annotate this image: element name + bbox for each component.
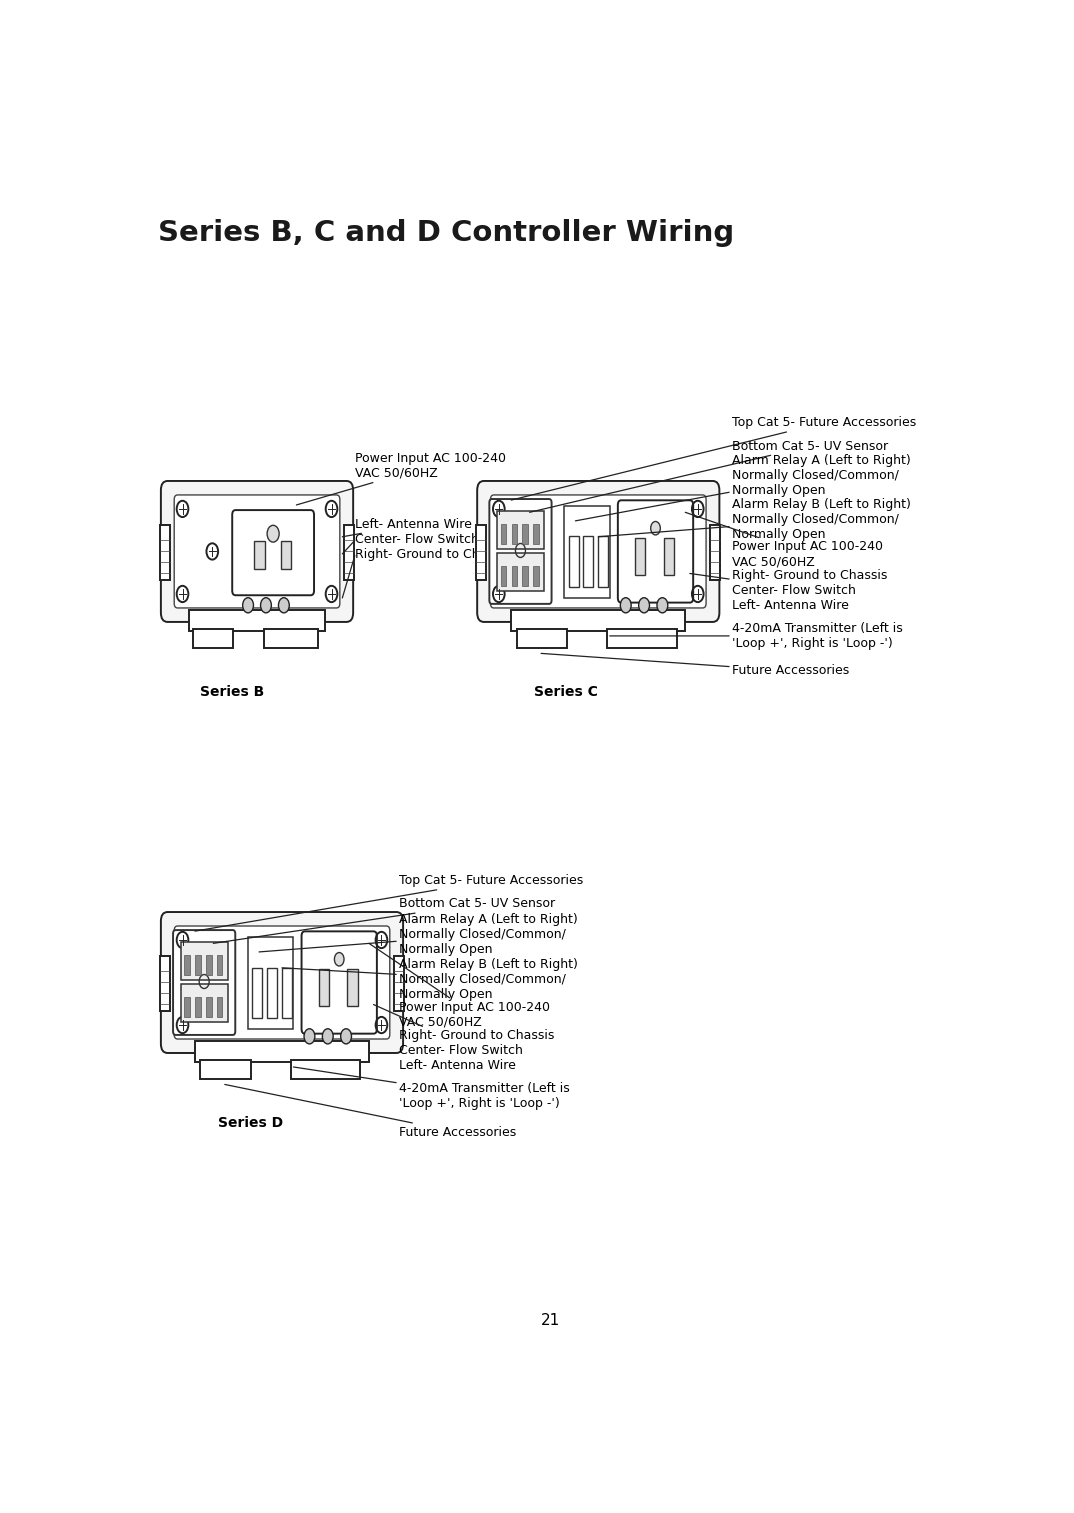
Bar: [517, 629, 567, 648]
Text: Power Input AC 100-240
VAC 50/60HZ: Power Input AC 100-240 VAC 50/60HZ: [369, 944, 550, 1029]
Bar: [319, 968, 329, 1006]
Text: 4-20mA Transmitter (Left is
'Loop +', Right is 'Loop -'): 4-20mA Transmitter (Left is 'Loop +', Ri…: [293, 1067, 569, 1111]
Bar: [664, 537, 674, 575]
Text: Center- Flow Switch: Center- Flow Switch: [354, 533, 479, 546]
Bar: [394, 956, 404, 1011]
Bar: [522, 523, 528, 545]
Bar: [217, 955, 222, 974]
Text: Power Input AC 100-240
VAC 50/60HZ: Power Input AC 100-240 VAC 50/60HZ: [296, 452, 506, 505]
Bar: [511, 566, 518, 586]
FancyBboxPatch shape: [174, 495, 339, 608]
Bar: [195, 1041, 369, 1062]
Text: Alarm Relay A (Left to Right)
Normally Closed/Common/
Normally Open: Alarm Relay A (Left to Right) Normally C…: [576, 454, 911, 520]
Bar: [500, 523, 506, 545]
Bar: [180, 985, 228, 1021]
Text: Bottom Cat 5- UV Sensor: Bottom Cat 5- UV Sensor: [529, 439, 888, 513]
Text: 21: 21: [541, 1313, 560, 1328]
Text: Series C: Series C: [534, 685, 598, 699]
Bar: [477, 525, 487, 579]
Circle shape: [322, 1029, 333, 1044]
Bar: [497, 511, 543, 549]
Bar: [160, 956, 170, 1011]
Bar: [206, 955, 212, 974]
Text: Future Accessories: Future Accessories: [224, 1085, 517, 1139]
Bar: [564, 507, 610, 598]
Circle shape: [334, 953, 344, 965]
Text: 4-20mA Transmitter (Left is
'Loop +', Right is 'Loop -'): 4-20mA Transmitter (Left is 'Loop +', Ri…: [610, 622, 902, 651]
Circle shape: [639, 598, 650, 613]
Text: Series B: Series B: [200, 685, 264, 699]
FancyBboxPatch shape: [491, 495, 706, 608]
Text: Right- Ground to Chassis: Right- Ground to Chassis: [354, 548, 510, 561]
FancyBboxPatch shape: [232, 510, 314, 595]
Bar: [533, 523, 539, 545]
Circle shape: [621, 598, 632, 613]
Circle shape: [261, 598, 272, 613]
Bar: [255, 540, 265, 569]
FancyBboxPatch shape: [477, 481, 720, 622]
Bar: [533, 566, 539, 586]
Bar: [344, 525, 354, 579]
Bar: [511, 610, 685, 631]
Bar: [583, 537, 593, 587]
FancyBboxPatch shape: [174, 926, 390, 1039]
Bar: [185, 955, 190, 974]
Bar: [568, 537, 579, 587]
Bar: [635, 537, 645, 575]
Bar: [710, 525, 721, 579]
Bar: [266, 967, 277, 1018]
Bar: [206, 997, 212, 1017]
Circle shape: [651, 522, 661, 536]
FancyBboxPatch shape: [490, 499, 552, 604]
Bar: [195, 955, 201, 974]
Bar: [248, 937, 293, 1029]
FancyBboxPatch shape: [302, 932, 377, 1033]
Text: Right- Ground to Chassis
Center- Flow Switch
Left- Antenna Wire: Right- Ground to Chassis Center- Flow Sw…: [374, 1005, 554, 1073]
Text: Power Input AC 100-240
VAC 50/60HZ: Power Input AC 100-240 VAC 50/60HZ: [685, 513, 883, 569]
Bar: [180, 943, 228, 979]
Bar: [500, 566, 506, 586]
Text: Left- Antenna Wire: Left- Antenna Wire: [343, 517, 471, 537]
Bar: [348, 968, 358, 1006]
Text: Future Accessories: Future Accessories: [541, 654, 850, 678]
FancyBboxPatch shape: [173, 930, 235, 1035]
Text: Top Cat 5- Future Accessories: Top Cat 5- Future Accessories: [511, 416, 916, 501]
Bar: [607, 629, 677, 648]
Text: Series D: Series D: [218, 1117, 284, 1130]
FancyBboxPatch shape: [161, 912, 403, 1053]
Circle shape: [340, 1029, 351, 1044]
Circle shape: [243, 598, 253, 613]
Circle shape: [278, 598, 289, 613]
Circle shape: [304, 1029, 315, 1044]
Bar: [497, 554, 543, 590]
Bar: [598, 537, 608, 587]
Bar: [252, 967, 262, 1018]
Bar: [200, 1061, 250, 1079]
Bar: [291, 1061, 360, 1079]
Text: Alarm Relay B (Left to Right)
Normally Closed/Common/
Normally Open: Alarm Relay B (Left to Right) Normally C…: [282, 958, 578, 1002]
Circle shape: [657, 598, 668, 613]
FancyBboxPatch shape: [618, 501, 693, 602]
Bar: [193, 629, 233, 648]
Text: Bottom Cat 5- UV Sensor: Bottom Cat 5- UV Sensor: [214, 897, 555, 944]
Bar: [160, 525, 170, 579]
Bar: [281, 967, 292, 1018]
Text: Alarm Relay B (Left to Right)
Normally Closed/Common/
Normally Open: Alarm Relay B (Left to Right) Normally C…: [598, 498, 911, 542]
Bar: [189, 610, 325, 631]
Text: Right- Ground to Chassis
Center- Flow Switch
Left- Antenna Wire: Right- Ground to Chassis Center- Flow Sw…: [690, 569, 887, 611]
Bar: [195, 997, 201, 1017]
Bar: [217, 997, 222, 1017]
Bar: [511, 523, 518, 545]
Text: Series B, C and D Controller Wiring: Series B, C and D Controller Wiring: [158, 219, 734, 247]
Bar: [522, 566, 528, 586]
Bar: [264, 629, 318, 648]
FancyBboxPatch shape: [161, 481, 353, 622]
Text: Alarm Relay A (Left to Right)
Normally Closed/Common/
Normally Open: Alarm Relay A (Left to Right) Normally C…: [259, 912, 578, 956]
Text: Top Cat 5- Future Accessories: Top Cat 5- Future Accessories: [195, 875, 583, 930]
Bar: [280, 540, 291, 569]
Bar: [185, 997, 190, 1017]
Circle shape: [267, 525, 279, 542]
